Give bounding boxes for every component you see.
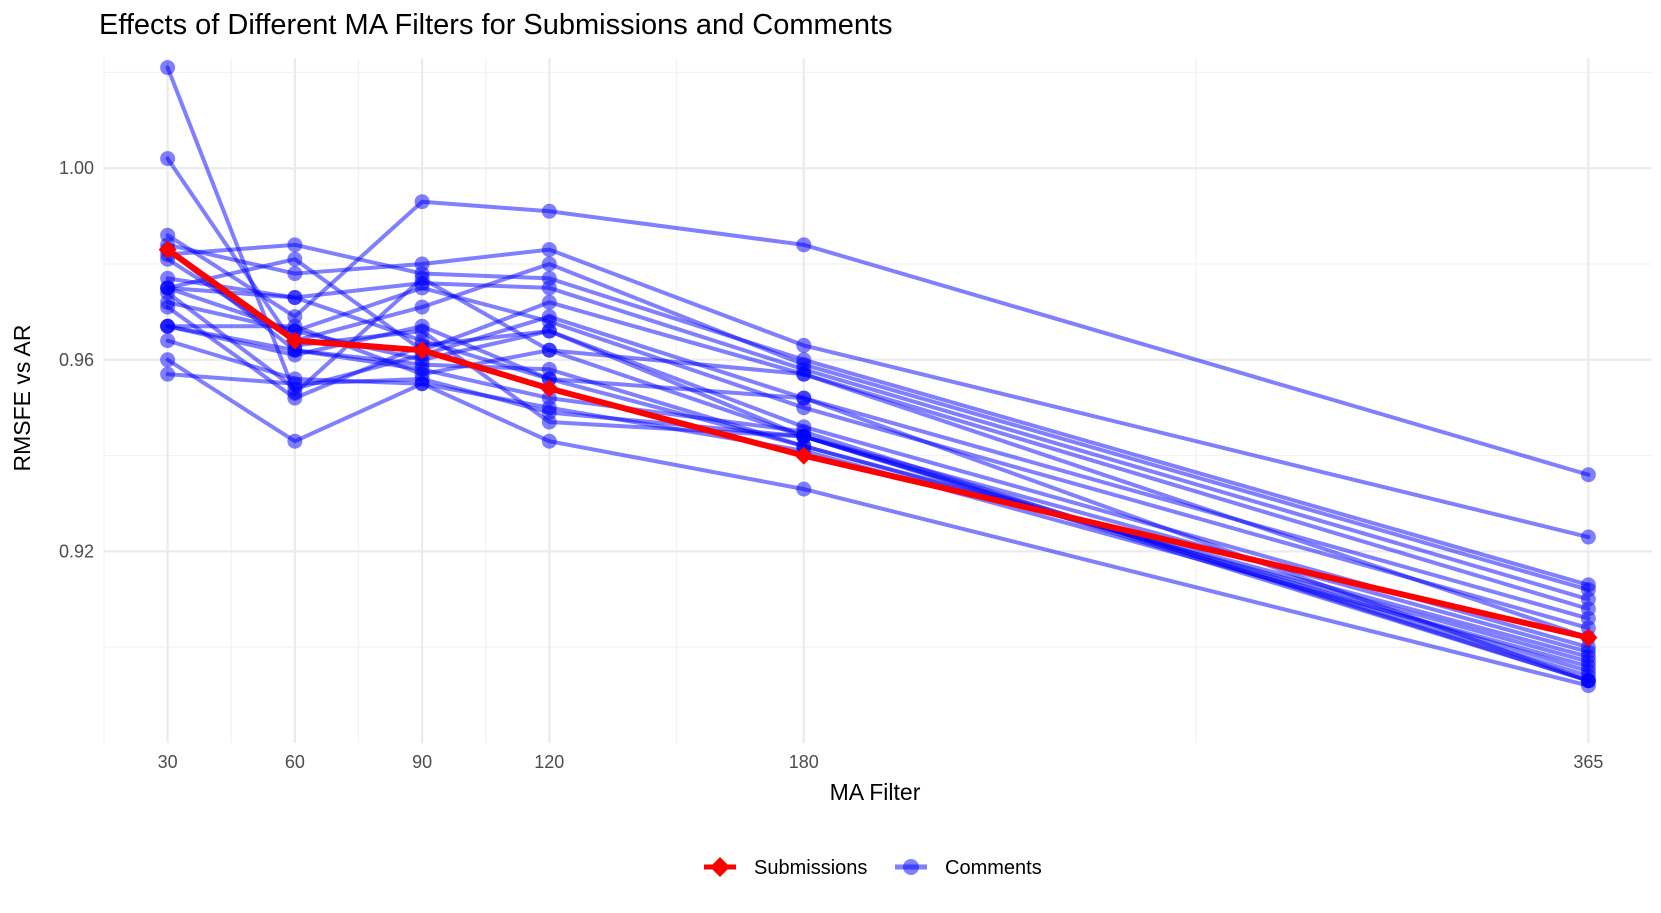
comments-point [414,333,430,349]
comments-point [160,333,176,349]
submissions-point [413,341,432,360]
comments-line-1 [160,60,1596,646]
comments-point [287,347,303,363]
y-tick-label: 1.00 [59,158,94,178]
comments-point [541,342,557,358]
comments-point [287,237,303,253]
comments-point [160,280,176,296]
comments-point [160,151,176,167]
comments-line-path [165,357,1591,688]
comments-point [796,337,812,353]
comments-point [287,376,303,392]
x-tick-label: 60 [285,752,305,772]
comments-point [541,280,557,296]
legend-label-submissions: Submissions [754,857,867,879]
x-tick-label: 90 [412,752,432,772]
comments-line-path [165,285,1591,683]
submissions-point [794,446,813,465]
comments-point [414,280,430,296]
submissions-series [158,240,1598,647]
comments-point [541,203,557,219]
comments-line-path [165,242,1591,587]
legend-label-comments: Comments [945,857,1042,879]
comments-point [160,299,176,315]
comments-point [541,390,557,406]
comments-point [541,404,557,420]
comments-line-path [165,242,1591,540]
legend-item-submissions: Submissions [704,857,867,879]
comments-point [287,266,303,282]
comments-line-path [165,65,1591,640]
comments-point [160,60,176,76]
comments-point [1580,467,1596,483]
comments-point [541,371,557,387]
x-axis-title: MA Filter [830,779,921,805]
y-tick-label: 0.96 [59,350,94,370]
comments-point [414,299,430,315]
comments-point [796,428,812,444]
submissions-point [1579,628,1598,647]
y-axis-title: RMSFE vs AR [9,325,35,472]
comments-point [796,366,812,382]
comments-point [414,352,430,368]
x-tick-label: 120 [534,752,564,772]
comments-point [796,481,812,497]
x-tick-label: 180 [789,752,819,772]
comments-point [541,294,557,310]
comments-line-path [165,257,1591,611]
legend-diamond-marker [710,857,730,877]
comments-point [796,390,812,406]
x-tick-labels: 30 60 90 120 180 365 [158,752,1604,772]
comments-point [414,318,430,334]
comments-line-15 [160,352,1596,694]
comments-point [541,323,557,339]
comments-point [1580,620,1596,636]
x-tick-label: 365 [1573,752,1603,772]
legend: Submissions Comments [704,857,1042,879]
comments-point [541,433,557,449]
submissions-point [540,379,559,398]
comments-point [160,366,176,382]
comments-point [414,194,430,210]
comments-point [541,242,557,258]
legend-item-comments: Comments [895,857,1042,879]
comments-line-path [165,247,1591,683]
comments-point [287,251,303,267]
comments-point [287,433,303,449]
comments-point [1580,529,1596,545]
comments-line-3 [160,194,1596,483]
comments-point [287,290,303,306]
comments-point [160,352,176,368]
comments-point [287,390,303,406]
comments-point [1580,654,1596,670]
comments-line-path [165,199,1591,477]
submissions-line [164,246,1592,641]
comments-point [541,256,557,272]
y-tick-labels: 0.92 0.96 1.00 [59,158,94,561]
submissions-point [285,331,304,350]
comments-line-path [165,324,1591,664]
comments-point [796,237,812,253]
comments-point [160,318,176,334]
legend-circle-marker [903,859,919,875]
submissions-point [158,240,177,259]
y-tick-label: 0.92 [59,541,94,561]
comments-series [160,60,1596,694]
chart-title: Effects of Different MA Filters for Subm… [99,9,893,41]
x-tick-label: 30 [158,752,178,772]
comments-point [1580,673,1596,689]
